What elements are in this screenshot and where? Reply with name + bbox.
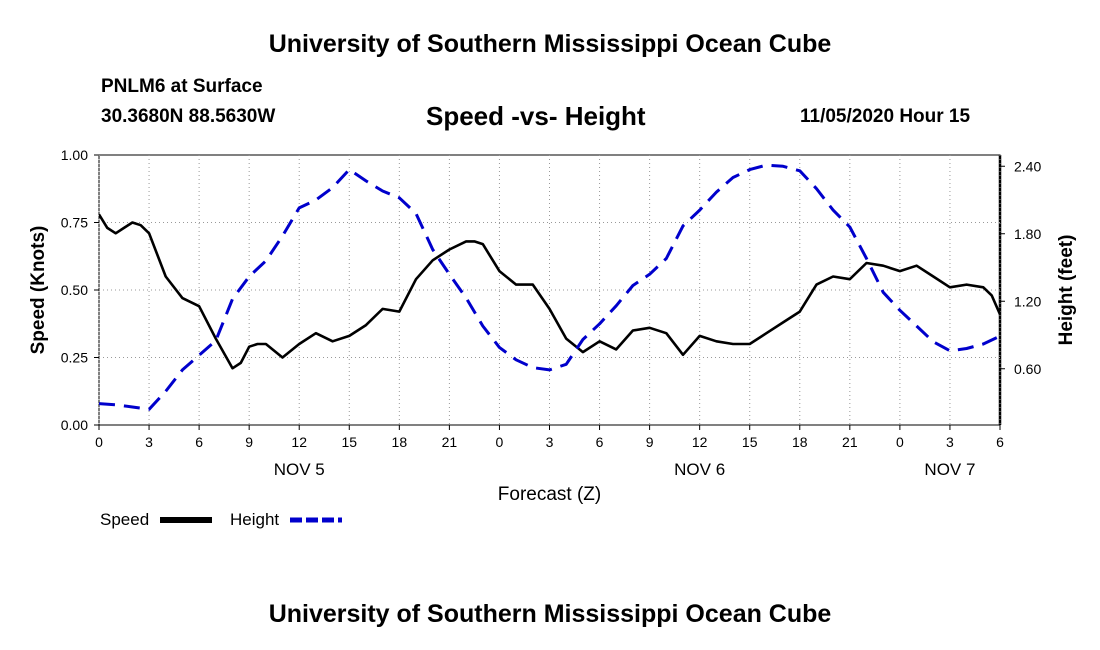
date-label: NOV 6 — [674, 460, 725, 479]
date-label: NOV 7 — [924, 460, 975, 479]
datetime-label: 11/05/2020 Hour 15 — [800, 106, 971, 127]
legend-speed-label: Speed — [100, 510, 149, 529]
x-tick-label: 12 — [692, 434, 708, 450]
x-tick-label: 0 — [896, 434, 904, 450]
x-tick-label: 0 — [496, 434, 504, 450]
legend-height-label: Height — [230, 510, 279, 529]
x-tick-label: 21 — [442, 434, 458, 450]
x-axis-label: Forecast (Z) — [498, 484, 601, 505]
x-tick-label: 18 — [792, 434, 808, 450]
y-left-tick-label: 0.50 — [61, 282, 88, 298]
footer-title: University of Southern Mississippi Ocean… — [268, 600, 832, 628]
height-series-line — [99, 163, 1000, 411]
date-label: NOV 5 — [274, 460, 325, 479]
coordinates-label: 30.3680N 88.5630W — [101, 106, 276, 127]
x-tick-label: 0 — [95, 434, 103, 450]
x-tick-label: 21 — [842, 434, 858, 450]
x-tick-label: 6 — [596, 434, 604, 450]
x-tick-label: 18 — [392, 434, 408, 450]
y-left-tick-label: 1.00 — [61, 147, 88, 163]
x-tick-label: 6 — [195, 434, 203, 450]
y-left-tick-label: 0.00 — [61, 417, 88, 433]
y-left-tick-label: 0.25 — [61, 350, 88, 366]
chart-subtitle: Speed -vs- Height — [426, 101, 646, 131]
y-right-tick-label: 2.40 — [1014, 158, 1041, 174]
y-axis-label-right: Height (feet) — [1056, 235, 1077, 346]
y-right-tick-label: 1.80 — [1014, 226, 1041, 242]
y-right-tick-label: 1.20 — [1014, 293, 1041, 309]
y-axis-label-left: Speed (Knots) — [28, 226, 49, 355]
page-title: University of Southern Mississippi Ocean… — [268, 30, 832, 58]
y-left-tick-label: 0.75 — [61, 215, 88, 231]
x-tick-label: 9 — [245, 434, 253, 450]
x-tick-label: 15 — [341, 434, 357, 450]
y-right-tick-label: 0.60 — [1014, 361, 1041, 377]
x-tick-label: 15 — [742, 434, 758, 450]
x-tick-label: 9 — [646, 434, 654, 450]
speed-series-line — [99, 213, 1000, 370]
station-label: PNLM6 at Surface — [101, 76, 263, 97]
x-tick-label: 6 — [996, 434, 1004, 450]
x-tick-label: 12 — [291, 434, 307, 450]
x-tick-label: 3 — [946, 434, 954, 450]
x-tick-label: 3 — [546, 434, 554, 450]
x-tick-label: 3 — [145, 434, 153, 450]
